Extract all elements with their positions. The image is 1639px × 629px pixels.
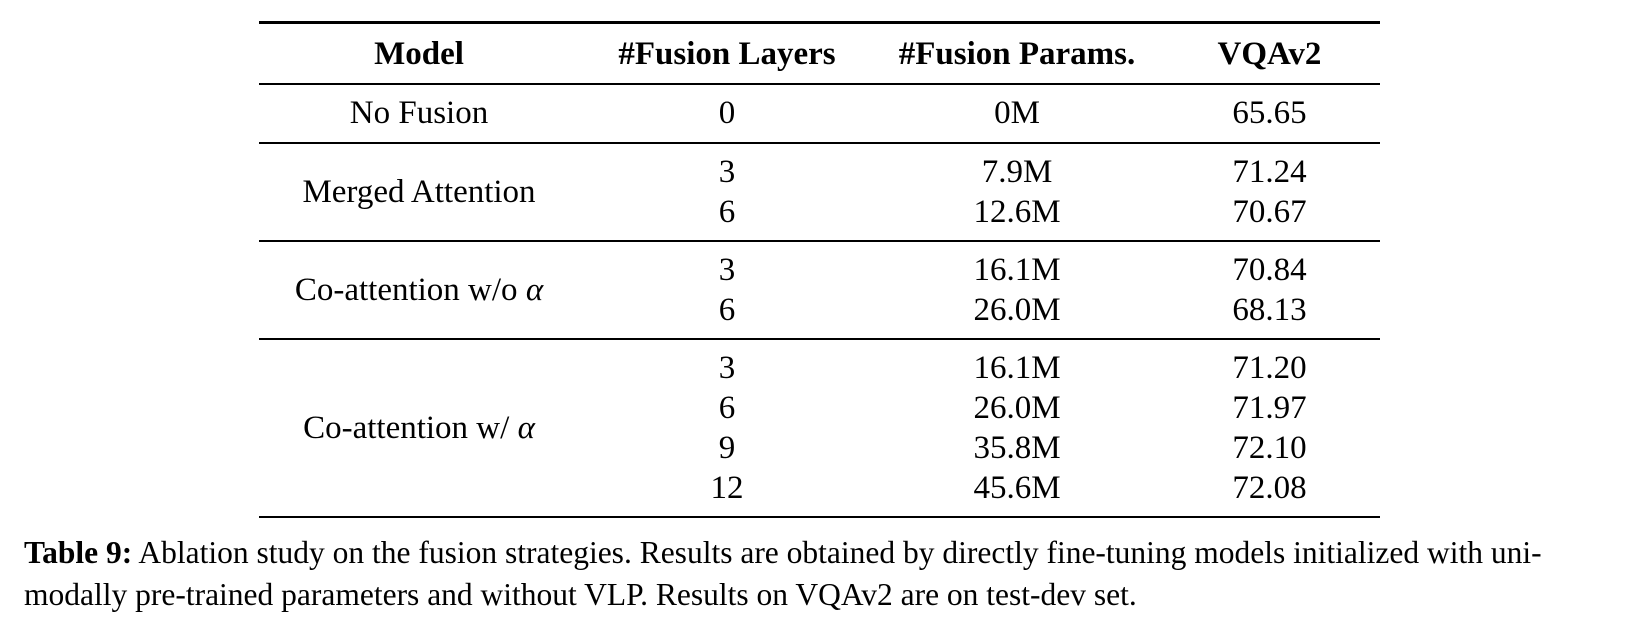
fusion-layers-cell: 3 6 <box>579 241 875 339</box>
fusion-layers-value: 12 <box>710 470 744 506</box>
vqav2-value: 65.65 <box>1232 95 1307 131</box>
caption-text: Ablation study on the fusion strategies.… <box>24 535 1542 612</box>
vqav2-cell: 71.24 70.67 <box>1159 143 1380 241</box>
fusion-params-value: 16.1M <box>973 350 1061 386</box>
header-fusion-layers: #Fusion Layers <box>618 35 836 72</box>
fusion-layers-value: 3 <box>718 154 736 190</box>
fusion-params-value: 45.6M <box>973 470 1061 506</box>
table-caption: Table 9: Ablation study on the fusion st… <box>24 532 1624 616</box>
model-label: Merged Attention <box>302 174 536 210</box>
header-fusion-params: #Fusion Params. <box>898 35 1136 72</box>
vqav2-value: 72.08 <box>1232 470 1307 506</box>
fusion-layers-value: 9 <box>718 430 736 466</box>
fusion-params-cell: 0M <box>875 84 1159 143</box>
vqav2-value: 72.10 <box>1232 430 1307 466</box>
fusion-layers-value: 6 <box>718 292 736 328</box>
vqav2-value: 70.84 <box>1232 252 1307 288</box>
header-vqav2: VQAv2 <box>1217 35 1322 72</box>
vqav2-value: 71.20 <box>1232 350 1307 386</box>
group-co-attention-with-alpha: Co-attention w/ α 3 6 9 12 16.1M 26.0M 3… <box>259 339 1380 517</box>
table-header: Model #Fusion Layers #Fusion Params. VQA… <box>259 22 1380 84</box>
fusion-layers-value: 0 <box>718 95 736 131</box>
group-co-attention-without-alpha: Co-attention w/o α 3 6 16.1M 26.0M <box>259 241 1380 339</box>
fusion-params-cell: 7.9M 12.6M <box>875 143 1159 241</box>
table-row: Co-attention w/ α 3 6 9 12 16.1M 26.0M 3… <box>259 339 1380 517</box>
fusion-params-value: 7.9M <box>981 154 1053 190</box>
group-merged-attention: Merged Attention 3 6 7.9M 12.6M <box>259 143 1380 241</box>
vqav2-cell: 65.65 <box>1159 84 1380 143</box>
fusion-params-value: 26.0M <box>973 292 1061 328</box>
vqav2-value: 68.13 <box>1232 292 1307 328</box>
fusion-layers-value: 3 <box>718 350 736 386</box>
fusion-layers-cell: 0 <box>579 84 875 143</box>
fusion-layers-value: 3 <box>718 252 736 288</box>
table-row: Merged Attention 3 6 7.9M 12.6M <box>259 143 1380 241</box>
header-model: Model <box>374 35 464 72</box>
fusion-params-value: 35.8M <box>973 430 1061 466</box>
results-table: Model #Fusion Layers #Fusion Params. VQA… <box>259 21 1380 518</box>
table-row: No Fusion 0 0M 65.65 <box>259 84 1380 143</box>
table-row: Co-attention w/o α 3 6 16.1M 26.0M <box>259 241 1380 339</box>
group-no-fusion: No Fusion 0 0M 65.65 <box>259 84 1380 143</box>
vqav2-value: 71.24 <box>1232 154 1307 190</box>
vqav2-cell: 71.20 71.97 72.10 72.08 <box>1159 339 1380 517</box>
fusion-params-value: 26.0M <box>973 390 1061 426</box>
results-table-container: Model #Fusion Layers #Fusion Params. VQA… <box>259 21 1380 518</box>
model-name: Co-attention w/ α <box>259 339 579 517</box>
fusion-params-value: 16.1M <box>973 252 1061 288</box>
fusion-layers-cell: 3 6 9 12 <box>579 339 875 517</box>
model-label: Co-attention w/o <box>294 272 526 308</box>
fusion-layers-value: 6 <box>718 390 736 426</box>
header-row: Model #Fusion Layers #Fusion Params. VQA… <box>259 22 1380 84</box>
vqav2-value: 71.97 <box>1232 390 1307 426</box>
vqav2-value: 70.67 <box>1232 194 1307 230</box>
model-label: No Fusion <box>349 95 489 131</box>
model-name: Merged Attention <box>259 143 579 241</box>
fusion-layers-value: 6 <box>718 194 736 230</box>
model-name: No Fusion <box>259 84 579 143</box>
caption-label: Table 9: <box>24 535 133 570</box>
fusion-params-value: 12.6M <box>973 194 1061 230</box>
alpha-symbol: α <box>525 272 544 308</box>
model-name: Co-attention w/o α <box>259 241 579 339</box>
fusion-params-value: 0M <box>994 95 1040 131</box>
fusion-params-cell: 16.1M 26.0M 35.8M 45.6M <box>875 339 1159 517</box>
alpha-symbol: α <box>517 410 535 446</box>
model-label: Co-attention w/ <box>303 410 518 446</box>
fusion-layers-cell: 3 6 <box>579 143 875 241</box>
vqav2-cell: 70.84 68.13 <box>1159 241 1380 339</box>
fusion-params-cell: 16.1M 26.0M <box>875 241 1159 339</box>
